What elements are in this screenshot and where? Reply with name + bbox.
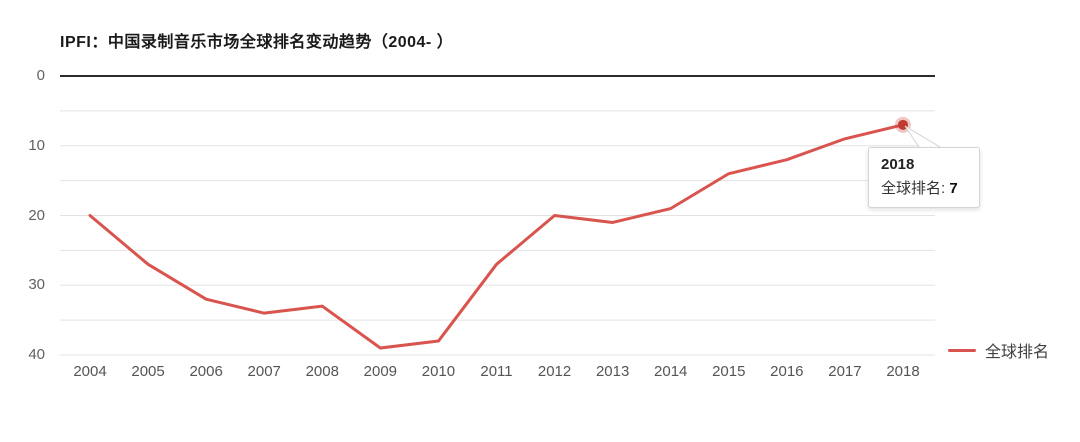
y-tick-label: 10	[28, 136, 45, 154]
x-tick-label: 2010	[421, 363, 456, 380]
x-tick-label: 2012	[537, 363, 572, 380]
legend-item-global-ranking[interactable]: 全球排名	[948, 338, 1049, 362]
x-tick-label: 2004	[73, 363, 107, 380]
series-line-global-ranking	[88, 123, 905, 350]
x-tick-label: 2006	[189, 363, 223, 380]
x-tick-label: 2014	[654, 363, 688, 380]
tooltip: 2018 全球排名: 7	[868, 147, 980, 208]
y-tick-label: 40	[28, 346, 45, 363]
tooltip-separator: :	[941, 180, 950, 197]
tooltip-year: 2018	[881, 156, 915, 173]
y-tick-label: 30	[28, 276, 45, 294]
x-tick-label: 2017	[828, 363, 862, 380]
x-tick-label: 2011	[480, 363, 513, 380]
chart-title: IPFI：中国录制音乐市场全球排名变动趋势（2004- ）	[60, 34, 454, 51]
x-tick-label: 2015	[712, 363, 746, 380]
y-tick-label: 0	[36, 67, 45, 84]
x-tick-label: 2013	[595, 363, 630, 380]
gridlines	[60, 75, 935, 356]
x-tick-label: 2007	[247, 363, 281, 380]
tooltip-value: 7	[949, 180, 958, 197]
tooltip-series-label: 全球排名	[881, 180, 942, 197]
tooltip-row: 全球排名: 7	[881, 177, 967, 198]
x-tick-label: 2005	[131, 363, 165, 380]
legend-label: 全球排名	[985, 344, 1050, 361]
x-tick-label: 2018	[886, 363, 920, 380]
x-tick-label: 2008	[305, 363, 339, 380]
x-tick-label: 2016	[770, 363, 804, 380]
legend-line-swatch	[948, 348, 976, 352]
x-tick-label: 2009	[363, 363, 398, 380]
y-tick-label: 20	[28, 206, 45, 224]
